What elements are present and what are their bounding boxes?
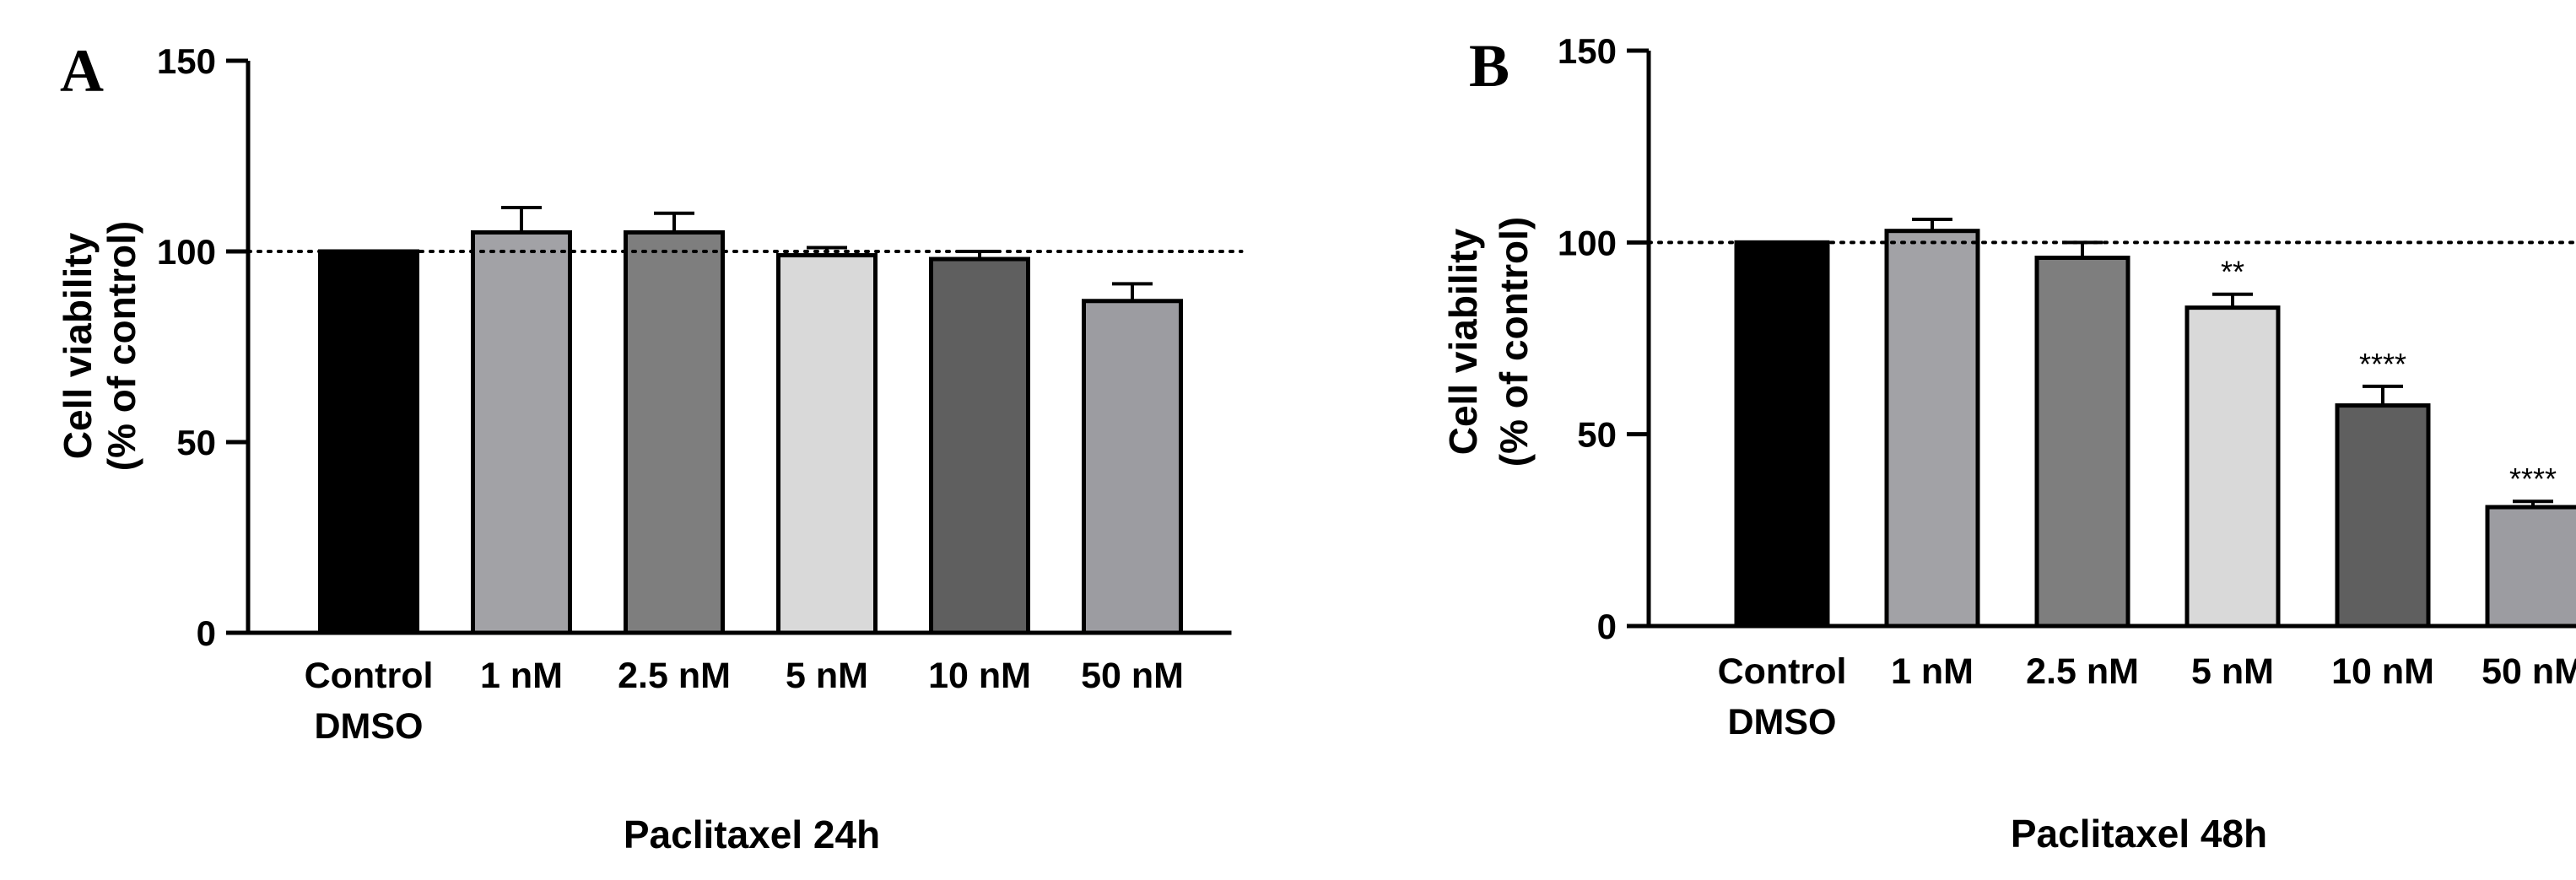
bar <box>471 229 572 635</box>
x-category-label: 1 nM <box>1891 651 1974 692</box>
significance-marker: **** <box>2359 347 2406 381</box>
panel-letter: A <box>60 37 104 105</box>
panel-a: A 0 50 100 150 Cell viability (% of control) Co… <box>56 37 1244 856</box>
bar <box>929 256 1030 635</box>
x-category-label: Control <box>305 656 434 696</box>
x-category-label: 2.5 nM <box>2026 651 2139 692</box>
significance-marker: **** <box>2509 462 2557 496</box>
y-axis-title: (% of control) <box>1492 217 1536 467</box>
y-axis-title: (% of control) <box>100 221 143 471</box>
x-category-label: DMSO <box>315 706 424 747</box>
y-tick-label: 100 <box>1558 223 1617 262</box>
y-tick-label: 100 <box>157 232 216 272</box>
x-category-label: DMSO <box>1728 702 1837 742</box>
x-category-label: 5 nM <box>2191 651 2274 692</box>
x-category-label: 50 nM <box>1081 656 1184 696</box>
x-axis-title: Paclitaxel 48h <box>2011 812 2267 856</box>
x-category-label: Control <box>1718 651 1847 692</box>
x-axis-title: Paclitaxel 24h <box>624 813 880 856</box>
panel-letter: B <box>1469 32 1509 100</box>
bar <box>776 253 878 635</box>
y-tick-label: 0 <box>1597 607 1617 646</box>
bar <box>2335 403 2431 629</box>
bar <box>1884 229 1980 629</box>
bar <box>2034 256 2130 629</box>
y-tick-label: 50 <box>176 423 216 462</box>
bar <box>1082 299 1183 635</box>
x-category-label: 50 nM <box>2481 651 2576 692</box>
y-tick-label: 0 <box>197 613 216 653</box>
x-category-label: 5 nM <box>786 656 868 696</box>
bar <box>624 229 725 635</box>
y-axis-title: Cell viability <box>56 232 100 459</box>
y-tick-label: 150 <box>157 41 216 81</box>
bar <box>2184 305 2281 629</box>
bar <box>318 249 419 635</box>
significance-marker: ** <box>2221 255 2244 289</box>
panel-b: B 0 50 100 150 Cell viability (% of control) Co… <box>1441 31 2576 856</box>
y-axis-title: Cell viability <box>1441 228 1485 455</box>
y-tick-label: 50 <box>1577 415 1617 455</box>
bar <box>2485 505 2576 629</box>
y-tick-label: 150 <box>1558 31 1617 71</box>
bar <box>1734 240 1830 629</box>
x-category-label: 1 nM <box>480 656 563 696</box>
x-category-label: 10 nM <box>2331 651 2434 692</box>
x-category-label: 2.5 nM <box>618 656 731 696</box>
x-category-label: 10 nM <box>928 656 1031 696</box>
